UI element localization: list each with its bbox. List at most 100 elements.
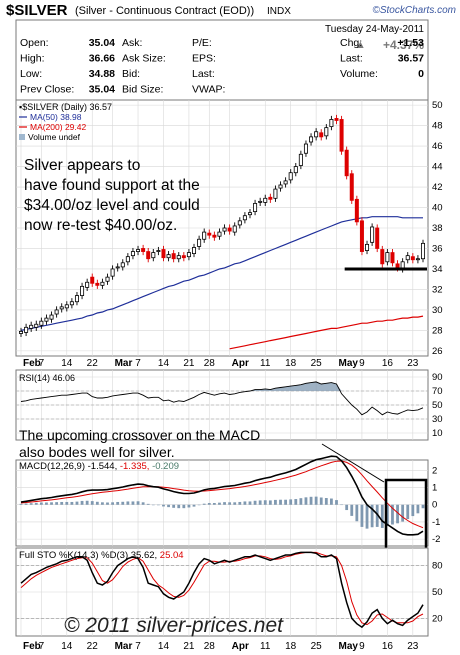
- y-tick-label: 50: [432, 400, 443, 411]
- candle-body: [85, 281, 90, 288]
- quote-label: EPS:: [192, 53, 216, 65]
- x-tick-label: 14: [158, 358, 170, 369]
- candle-body: [181, 255, 186, 259]
- x-tick-label: 16: [382, 641, 394, 652]
- macd-histogram-bar: [289, 499, 293, 505]
- candle-body: [324, 127, 329, 137]
- macd-panel-frame: [15, 459, 429, 547]
- candle-body: [69, 301, 74, 306]
- macd-histogram-bar: [375, 504, 379, 527]
- y-tick-label: 0: [432, 500, 437, 511]
- candle-body: [95, 282, 100, 286]
- macd-legend-base: MACD(12,26,9) -1.544,: [19, 461, 117, 472]
- candle-body: [80, 285, 85, 296]
- candle-body: [34, 323, 39, 328]
- candle-body: [207, 232, 212, 236]
- price-legend: ▪$SILVER (Daily) 36.57 MA(50) 38.98 MA(2…: [19, 102, 112, 142]
- macd-histogram-bar: [106, 502, 109, 505]
- x-tick-label: 7: [39, 641, 45, 652]
- macd-histogram-bar: [172, 504, 176, 508]
- sto-legend: Full STO %K(14,3) %D(3) 35.62, 25.04: [19, 550, 184, 561]
- candle-body: [59, 306, 64, 310]
- x-tick-label: 11: [260, 641, 271, 652]
- y-tick-label: 30: [432, 305, 443, 316]
- rsi-panel: 10 30 50 70 90: [15, 369, 443, 441]
- y-tick-label: 28: [432, 325, 443, 336]
- candle-body: [227, 227, 232, 232]
- candle-body: [247, 212, 252, 216]
- macd-histogram-bar: [45, 502, 48, 505]
- y-tick-label: 30: [432, 414, 443, 425]
- macd-histogram-bar: [146, 503, 150, 505]
- x-tick-label: 23: [407, 641, 419, 652]
- sto-panel: 20 50 80: [15, 547, 443, 637]
- candle-body: [288, 172, 293, 181]
- price-annotation: Silver appears to have found support at …: [24, 157, 200, 234]
- symbol-name: (Silver - Continuous Contract (EOD)): [75, 5, 254, 17]
- quote-value: 0: [418, 68, 424, 80]
- quote-label: Last:: [340, 53, 363, 65]
- macd-histogram-bar: [75, 501, 79, 505]
- candle-body: [100, 281, 105, 286]
- x-tick-label: Mar: [115, 358, 133, 369]
- candle-body: [146, 251, 151, 260]
- annotation-pointer: [321, 443, 385, 483]
- macd-histogram-bar: [340, 504, 343, 506]
- candle-body: [161, 249, 166, 259]
- x-tick-label: Feb: [23, 641, 41, 652]
- x-tick-label: 9: [359, 358, 365, 369]
- candle-body: [344, 149, 349, 177]
- quote-label: Ask:: [122, 37, 142, 49]
- rsi-legend: RSI(14) 46.06: [19, 373, 75, 383]
- candle-body: [39, 320, 44, 326]
- macd-histogram-bar: [50, 502, 53, 505]
- macd-histogram-bar: [279, 499, 282, 505]
- macd-histogram-bar: [274, 499, 277, 505]
- macd-legend: MACD(12,26,9) -1.544, -1.335, -0.209: [19, 461, 179, 472]
- y-tick-label: 42: [432, 182, 443, 193]
- y-tick-label: 2: [432, 465, 437, 476]
- candle-body: [380, 249, 385, 265]
- y-tick-label: 48: [432, 121, 443, 132]
- legend-ma200: MA(200) 29.42: [30, 122, 86, 132]
- quote-label: Last:: [192, 68, 215, 80]
- macd-panel: -2 -1 0 1 2: [15, 443, 440, 568]
- candle-body: [415, 258, 420, 261]
- macd-histogram-bar: [314, 496, 318, 505]
- macd-histogram-bar: [116, 501, 120, 505]
- macd-histogram-bar: [406, 504, 410, 519]
- candle-body: [405, 255, 410, 261]
- macd-histogram-bar: [380, 504, 384, 528]
- candle-body: [329, 119, 334, 128]
- candle-body: [339, 119, 344, 152]
- macd-histogram-bar: [182, 504, 186, 509]
- x-tick-label: 28: [204, 358, 216, 369]
- macd-histogram-bar: [324, 498, 328, 505]
- candle-body: [334, 118, 339, 121]
- quote-value: 36.66: [89, 53, 115, 65]
- legend-ma50: MA(50) 38.98: [30, 112, 82, 122]
- macd-histogram-bar: [335, 500, 338, 505]
- x-tick-label: 14: [61, 358, 73, 369]
- x-tick-label: 23: [407, 358, 419, 369]
- candle-body: [283, 180, 288, 185]
- macd-histogram-bar: [162, 504, 165, 507]
- macd-histogram-bar: [416, 504, 420, 514]
- y-tick-label: -1: [432, 517, 440, 528]
- macd-histogram-bar: [228, 502, 232, 505]
- macd-histogram-bar: [355, 504, 359, 522]
- quote-value: 35.04: [89, 37, 115, 49]
- macd-histogram-bar: [126, 501, 130, 505]
- macd-histogram-bar: [121, 501, 125, 505]
- quote-box: [15, 19, 429, 101]
- candle-body: [232, 225, 237, 233]
- macd-histogram-bar: [80, 500, 84, 505]
- macd-histogram-bar: [202, 503, 206, 505]
- symbol-title: $SILVER: [6, 2, 68, 19]
- quote-label: Bid Size:: [122, 84, 163, 96]
- macd-histogram-bar: [187, 504, 191, 508]
- x-tick-label: Apr: [232, 641, 249, 652]
- y-tick-label: 26: [432, 346, 443, 357]
- candle-body: [130, 251, 135, 257]
